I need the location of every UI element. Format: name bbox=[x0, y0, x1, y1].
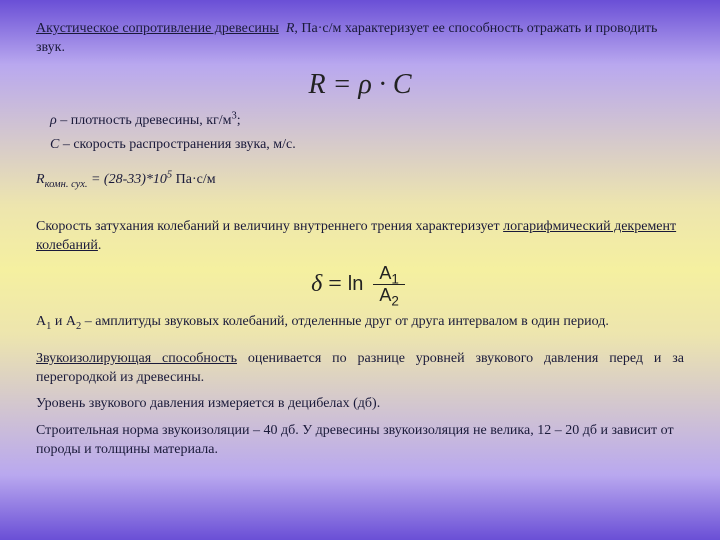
intro-paragraph: Акустическое сопротивление древесины R, … bbox=[36, 20, 684, 58]
r-room-sym: R bbox=[36, 172, 45, 187]
formula2-num-sub: 1 bbox=[391, 272, 399, 287]
definitions-block: ρ – плотность древесины, кг/м3; C – скор… bbox=[50, 112, 684, 156]
isolation-paragraph: Звукоизолирующая способность оценивается… bbox=[36, 350, 684, 388]
damping-tail: . bbox=[98, 238, 102, 253]
def-rho-sym: ρ bbox=[50, 113, 57, 128]
def-c: C – скорость распространения звука, м/с. bbox=[50, 136, 684, 155]
formula1-text: R = ρ · C bbox=[308, 69, 411, 100]
intro-underlined: Акустическое сопротивление древесины bbox=[36, 21, 279, 36]
def-c-text: – скорость распространения звука, м/с. bbox=[59, 137, 295, 152]
formula2-ln: ln bbox=[348, 271, 364, 298]
def-rho-text: – плотность древесины, кг/м bbox=[57, 113, 232, 128]
r-room-unit: Па·с/м bbox=[172, 172, 215, 187]
amp-a: А bbox=[36, 314, 46, 329]
formula2-eq: = bbox=[328, 268, 342, 300]
damping-paragraph: Скорость затухания колебаний и величину … bbox=[36, 218, 684, 256]
def-rho: ρ – плотность древесины, кг/м3; bbox=[50, 112, 684, 131]
iso-underlined: Звукоизолирующая способность bbox=[36, 351, 237, 366]
r-room-value: Rкомн. сух. = (28-33)*105 Па·с/м bbox=[36, 171, 684, 190]
pressure-level-paragraph: Уровень звукового давления измеряется в … bbox=[36, 395, 684, 414]
amp-tail: – амплитуды звуковых колебаний, отделенн… bbox=[81, 314, 609, 329]
formula2-den-base: A bbox=[379, 285, 391, 305]
formula-r-eq-rho-c: R = ρ · C bbox=[36, 66, 684, 104]
amplitudes-paragraph: А1 и А2 – амплитуды звуковых колебаний, … bbox=[36, 313, 684, 332]
formula2-delta: δ bbox=[311, 268, 322, 300]
def-c-sym: C bbox=[50, 137, 59, 152]
formula2-den-sub: 2 bbox=[391, 294, 399, 309]
norm-paragraph: Строительная норма звукоизоляции – 40 дб… bbox=[36, 422, 684, 460]
formula2-num-base: A bbox=[379, 263, 391, 283]
formula-delta: δ = ln A1 A2 bbox=[36, 264, 684, 305]
formula2-fraction: A1 A2 bbox=[373, 264, 405, 305]
damping-lead: Скорость затухания колебаний и величину … bbox=[36, 219, 503, 234]
def-rho-tail: ; bbox=[237, 113, 241, 128]
amp-mid: и А bbox=[51, 314, 76, 329]
r-room-sub: комн. сух. bbox=[45, 179, 88, 190]
r-room-eq: = (28-33)*10 bbox=[87, 172, 166, 187]
